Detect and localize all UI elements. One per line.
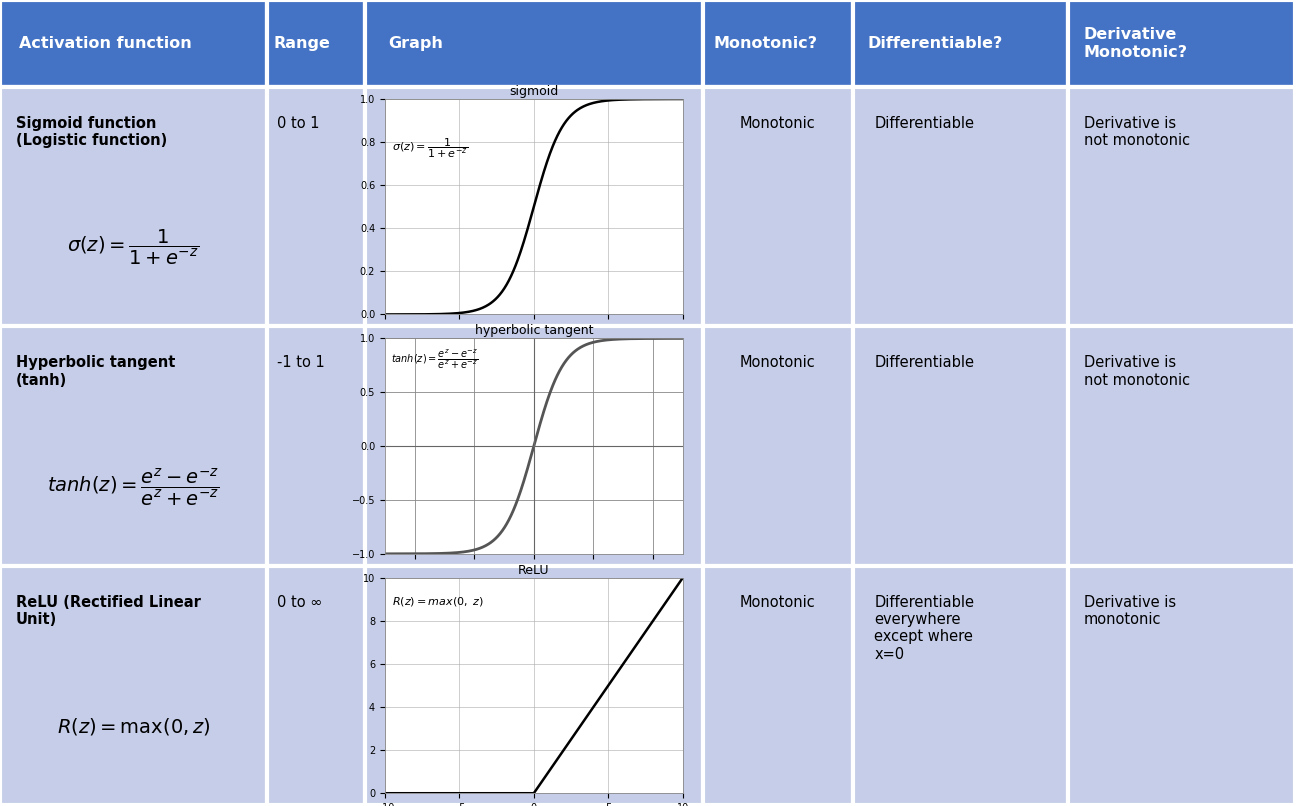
- Text: Derivative is
not monotonic: Derivative is not monotonic: [1083, 116, 1190, 148]
- Text: -1 to 1: -1 to 1: [276, 355, 324, 370]
- Text: Derivative
Monotonic?: Derivative Monotonic?: [1083, 27, 1187, 60]
- Text: $tanh(z) = \dfrac{e^{z} - e^{-z}}{e^{z} + e^{-z}}$: $tanh(z) = \dfrac{e^{z} - e^{-z}}{e^{z} …: [47, 466, 220, 508]
- Text: Range: Range: [273, 36, 331, 51]
- Text: $tanh(z) = \dfrac{e^z - e^{-z}}{e^z + e^{-z}}$: $tanh(z) = \dfrac{e^z - e^{-z}}{e^z + e^…: [391, 347, 478, 371]
- Title: hyperbolic tangent: hyperbolic tangent: [474, 324, 594, 337]
- Text: Monotonic: Monotonic: [740, 116, 816, 131]
- Title: ReLU: ReLU: [518, 563, 549, 576]
- Text: Activation function: Activation function: [18, 36, 191, 51]
- Text: $R(z) = \max(0, z)$: $R(z) = \max(0, z)$: [56, 716, 211, 737]
- Text: Differentiable?: Differentiable?: [868, 36, 1003, 51]
- Text: Monotonic: Monotonic: [740, 355, 816, 370]
- Text: $R(z) = max(0,\ z)$: $R(z) = max(0,\ z)$: [392, 595, 484, 608]
- Text: Monotonic: Monotonic: [740, 595, 816, 609]
- Text: Graph: Graph: [388, 36, 443, 51]
- Text: Hyperbolic tangent
(tanh): Hyperbolic tangent (tanh): [16, 355, 176, 388]
- Text: ReLU (Rectified Linear
Unit): ReLU (Rectified Linear Unit): [16, 595, 201, 627]
- Text: Derivative is
not monotonic: Derivative is not monotonic: [1083, 355, 1190, 388]
- Text: 0 to ∞: 0 to ∞: [276, 595, 322, 609]
- Text: Monotonic?: Monotonic?: [713, 36, 818, 51]
- Title: sigmoid: sigmoid: [509, 85, 559, 98]
- Text: Derivative is
monotonic: Derivative is monotonic: [1083, 595, 1176, 627]
- Text: $\sigma(z) = \dfrac{1}{1+e^{-z}}$: $\sigma(z) = \dfrac{1}{1+e^{-z}}$: [392, 135, 469, 160]
- Text: Differentiable: Differentiable: [875, 355, 974, 370]
- Text: 0 to 1: 0 to 1: [276, 116, 319, 131]
- Text: Sigmoid function
(Logistic function): Sigmoid function (Logistic function): [16, 116, 167, 148]
- Text: Differentiable: Differentiable: [875, 116, 974, 131]
- Text: $\sigma(z) = \dfrac{1}{1 + e^{-z}}$: $\sigma(z) = \dfrac{1}{1 + e^{-z}}$: [68, 228, 199, 267]
- Text: Differentiable
everywhere
except where
x=0: Differentiable everywhere except where x…: [875, 595, 974, 662]
